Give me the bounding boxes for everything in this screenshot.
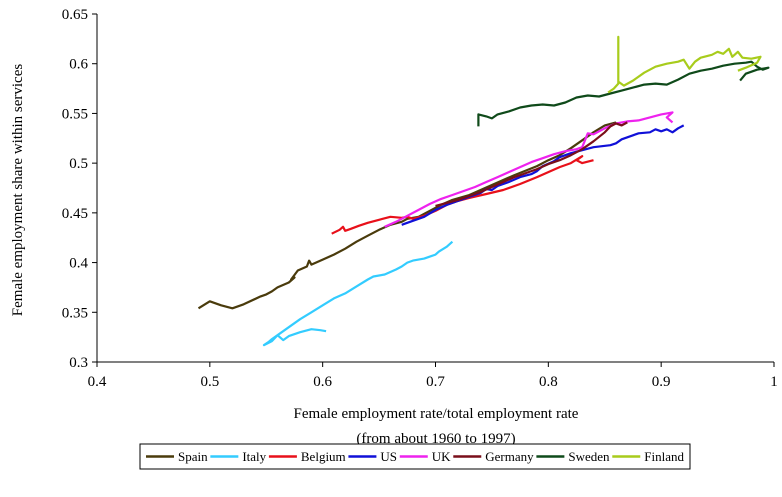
x-tick-label: 0.8	[539, 374, 558, 390]
y-tick-label: 0.3	[69, 355, 88, 371]
series-line-sweden	[477, 60, 770, 127]
legend-label-belgium: Belgium	[301, 449, 346, 464]
x-tick-label: 0.4	[88, 374, 107, 390]
legend-label-germany: Germany	[485, 449, 534, 464]
x-tick-label: 1	[770, 374, 778, 390]
series-line-uk	[384, 111, 674, 228]
legend: Spain Italy Belgium US UK Germany Sweden Finlan…	[139, 443, 691, 470]
x-tick-label: 0.6	[313, 374, 332, 390]
legend-label-spain: Spain	[178, 449, 208, 464]
x-tick-label: 0.9	[652, 374, 671, 390]
y-tick-label: 0.35	[62, 305, 88, 321]
y-tick-label: 0.45	[62, 206, 88, 222]
series-line-belgium	[331, 155, 594, 235]
y-tick-label: 0.5	[69, 156, 88, 172]
series-line-spain	[197, 121, 617, 310]
y-axis-title: Female employment share within services	[10, 64, 26, 317]
x-tick-label: 0.5	[200, 374, 219, 390]
x-axis-note: (from about 1960 to 1997)	[356, 431, 515, 447]
axes: 0.3 0.35 0.4 0.45 0.5 0.55 0.6 0.65 0.4 0.5 0.6 0.7…	[62, 7, 778, 390]
y-tick-label: 0.6	[69, 57, 88, 73]
x-axis-title: Female employment rate/total employment …	[294, 406, 579, 422]
series-line-finland	[607, 35, 762, 94]
x-tick-label: 0.7	[426, 374, 445, 390]
series-line-germany	[435, 121, 628, 207]
series-line-italy	[262, 240, 454, 347]
legend-label-italy: Italy	[242, 449, 266, 464]
series-layer	[197, 35, 770, 347]
y-tick-label: 0.55	[62, 106, 88, 122]
y-tick-label: 0.65	[62, 7, 88, 23]
legend-label-us: US	[380, 449, 397, 464]
legend-label-uk: UK	[432, 449, 451, 464]
y-tick-label: 0.4	[69, 256, 88, 272]
legend-label-finland: Finland	[644, 449, 684, 464]
legend-label-sweden: Sweden	[568, 449, 610, 464]
